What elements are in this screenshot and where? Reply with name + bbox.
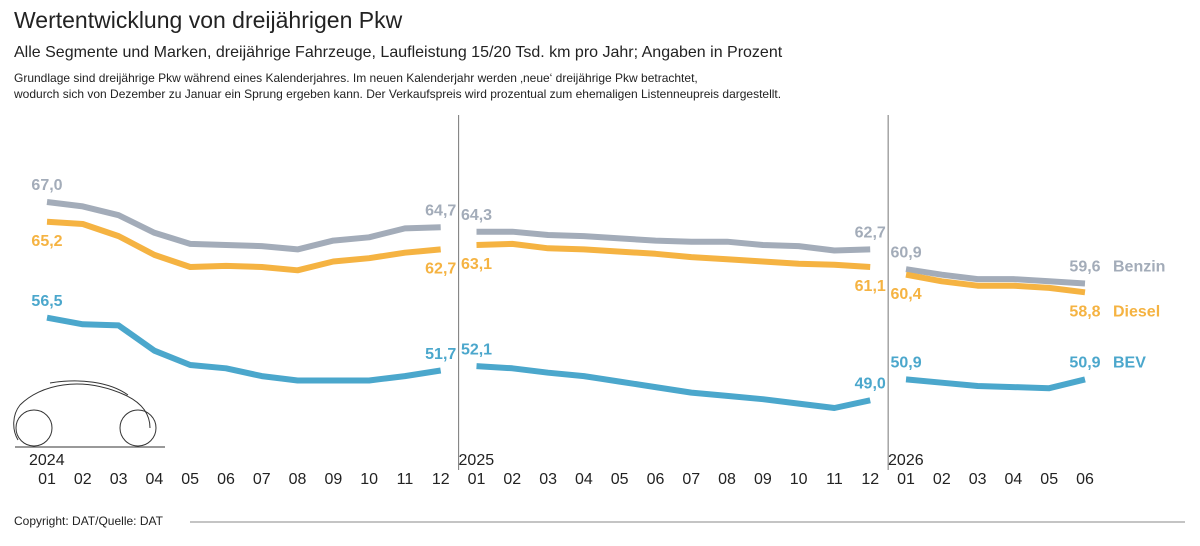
x-tick-label: 05: [181, 471, 199, 488]
legend-label: BEV: [1113, 355, 1146, 372]
x-tick-label: 01: [468, 471, 486, 488]
x-tick-label: 03: [110, 471, 128, 488]
data-label: 62,7: [855, 225, 886, 242]
series-line: [46, 199, 1086, 287]
x-tick-label: 07: [253, 471, 271, 488]
year-label: 2024: [29, 452, 65, 469]
data-label: 50,9: [890, 355, 921, 372]
x-tick-label: 05: [611, 471, 629, 488]
x-tick-label: 06: [217, 471, 235, 488]
data-label: 67,0: [31, 177, 62, 194]
x-tick-label: 04: [575, 471, 593, 488]
data-label: 65,2: [31, 233, 62, 250]
x-tick-label: 03: [969, 471, 987, 488]
x-tick-label: 11: [397, 471, 414, 488]
data-label: 63,1: [461, 256, 492, 273]
year-label: 2025: [459, 452, 495, 469]
data-label: 60,4: [890, 286, 921, 303]
chart-title: Wertentwicklung von dreijährigen Pkw: [14, 7, 403, 33]
x-tick-label: 07: [682, 471, 700, 488]
series-line: [46, 314, 1086, 411]
x-tick-label: 06: [647, 471, 665, 488]
x-tick-label: 08: [289, 471, 307, 488]
data-label: 56,5: [31, 293, 62, 310]
x-tick-label: 04: [145, 471, 163, 488]
x-tick-label: 12: [432, 471, 450, 488]
x-tick-label: 01: [897, 471, 915, 488]
legend-label: Diesel: [1113, 304, 1160, 321]
x-tick-label: 10: [360, 471, 378, 488]
x-tick-label: 09: [754, 471, 772, 488]
x-tick-label: 11: [826, 471, 843, 488]
note-line: Grundlage sind dreijährige Pkw während e…: [14, 71, 698, 85]
data-label: 60,9: [890, 244, 921, 261]
data-label: 61,1: [855, 278, 886, 295]
x-tick-label: 05: [1040, 471, 1058, 488]
data-label: 59,6: [1069, 259, 1100, 276]
x-tick-label: 10: [790, 471, 808, 488]
data-label: 64,3: [461, 207, 492, 224]
x-tick-label: 09: [324, 471, 342, 488]
x-tick-label: 08: [718, 471, 736, 488]
series-line: [46, 218, 1086, 296]
x-tick-label: 02: [933, 471, 951, 488]
data-label: 52,1: [461, 341, 492, 358]
note-line: wodurch sich von Dezember zu Januar ein …: [13, 87, 781, 101]
x-tick-label: 04: [1005, 471, 1023, 488]
x-tick-label: 02: [503, 471, 521, 488]
car-icon: [13, 380, 165, 448]
year-label: 2026: [888, 452, 924, 469]
source: Copyright: DAT/Quelle: DAT: [14, 514, 164, 528]
data-label: 49,0: [855, 376, 886, 393]
x-tick-label: 03: [539, 471, 557, 488]
legend-label: Benzin: [1113, 259, 1165, 276]
x-tick-label: 06: [1076, 471, 1094, 488]
data-label: 50,9: [1069, 355, 1100, 372]
x-tick-label: 01: [38, 471, 56, 488]
data-label: 58,8: [1069, 304, 1100, 321]
data-label: 51,7: [425, 346, 456, 363]
x-tick-label: 02: [74, 471, 92, 488]
data-label: 62,7: [425, 261, 456, 278]
data-label: 64,7: [425, 203, 456, 220]
chart-subtitle: Alle Segmente und Marken, dreijährige Fa…: [14, 44, 783, 61]
x-tick-label: 12: [861, 471, 879, 488]
